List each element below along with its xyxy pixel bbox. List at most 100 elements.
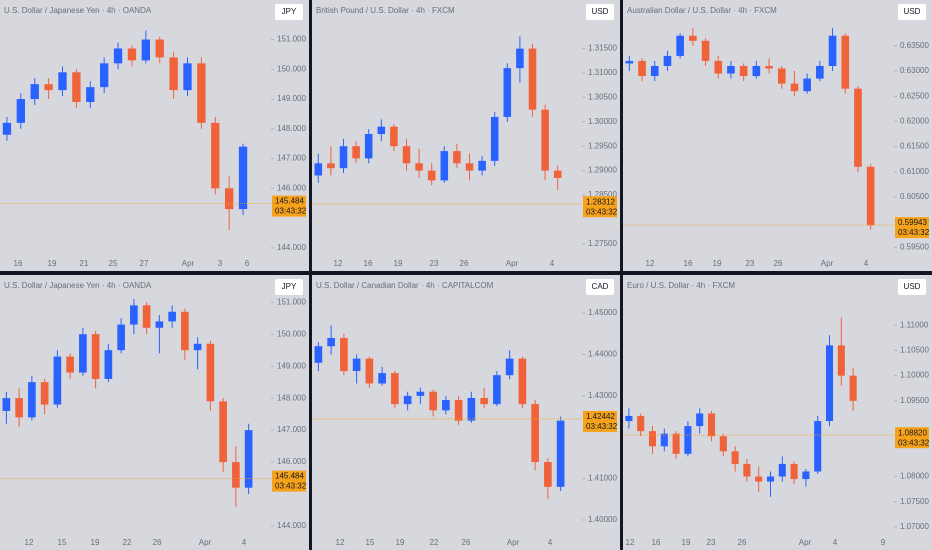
candle-body — [53, 356, 62, 405]
candle-body — [442, 399, 450, 411]
x-tick-label: 19 — [48, 259, 57, 268]
currency-label: JPY — [282, 282, 297, 291]
candle-body — [531, 404, 539, 463]
x-tick-label: Apr — [182, 259, 195, 268]
candle-body — [814, 421, 822, 472]
candle-body — [91, 334, 100, 379]
countdown: 03:43:32 — [275, 482, 307, 491]
candle-body — [854, 88, 862, 167]
candle-body — [790, 463, 798, 480]
y-tick-label: 148.000 — [277, 124, 306, 133]
x-tick-label: 16 — [652, 538, 661, 547]
candle-body — [16, 99, 25, 123]
y-tick-label: 0.59500 — [900, 243, 929, 252]
y-tick-label: 151.000 — [277, 35, 306, 44]
candle-body — [238, 146, 248, 210]
candle-body — [825, 345, 834, 422]
candle-body — [416, 391, 425, 396]
candle-body — [637, 415, 645, 432]
last-price-label: 1.28312 — [586, 197, 615, 206]
y-tick-label: 1.11000 — [900, 320, 929, 329]
x-tick-label: Apr — [821, 259, 834, 268]
x-tick-label: 19 — [682, 538, 691, 547]
y-tick-label: 1.31500 — [588, 44, 617, 53]
candle-body — [841, 35, 850, 89]
candle-body — [650, 65, 659, 77]
candle-body — [427, 170, 436, 181]
x-tick-label: Apr — [506, 259, 519, 268]
candle-body — [364, 134, 373, 159]
countdown: 03:43:32 — [898, 438, 930, 447]
y-tick-label: 1.07000 — [900, 522, 929, 531]
candle-body — [743, 463, 751, 477]
candle-body — [232, 462, 240, 488]
y-tick-label: 146.000 — [277, 457, 306, 466]
x-tick-label: 12 — [646, 259, 655, 268]
candle-body — [465, 163, 474, 171]
candle-body — [503, 68, 512, 117]
candle-body — [727, 65, 735, 74]
x-tick-label: 12 — [25, 538, 34, 547]
candle-body — [490, 116, 499, 161]
countdown: 03:43:32 — [586, 422, 618, 431]
y-tick-label: 1.41000 — [588, 474, 617, 483]
currency-box — [586, 279, 614, 295]
x-tick-label: 25 — [109, 259, 118, 268]
candle-body — [15, 398, 23, 418]
x-tick-label: 19 — [394, 259, 403, 268]
candle-body — [440, 151, 449, 181]
x-tick-label: 26 — [774, 259, 783, 268]
chart-title: U.S. Dollar / Japanese Yen · 4h · OANDA — [4, 281, 152, 290]
chart-title: Australian Dollar / U.S. Dollar · 4h · F… — [627, 6, 777, 15]
candle-body — [676, 35, 684, 56]
x-tick-label: 12 — [334, 259, 343, 268]
panel — [0, 0, 309, 271]
countdown: 03:43:32 — [898, 228, 930, 237]
candle-body — [86, 87, 95, 103]
currency-label: USD — [904, 7, 921, 16]
x-tick-label: 23 — [430, 259, 439, 268]
currency-box — [586, 4, 614, 20]
y-tick-label: 1.30000 — [588, 117, 617, 126]
x-tick-label: 19 — [396, 538, 405, 547]
x-tick-label: 9 — [881, 538, 886, 547]
candle-body — [755, 476, 763, 482]
candle-body — [327, 337, 335, 347]
y-tick-label: 1.09500 — [900, 396, 929, 405]
candle-body — [104, 350, 113, 379]
y-tick-label: 1.29500 — [588, 141, 617, 150]
y-tick-label: 1.30500 — [588, 93, 617, 102]
candle-body — [327, 163, 335, 169]
y-tick-label: 0.61000 — [900, 167, 929, 176]
x-tick-label: 19 — [713, 259, 722, 268]
last-price-box — [895, 427, 929, 449]
candle-body — [168, 311, 176, 322]
y-tick-label: 1.40000 — [588, 515, 617, 524]
candle-body — [752, 65, 761, 77]
candle-body — [193, 343, 202, 351]
x-tick-label: 4 — [833, 538, 838, 547]
y-tick-label: 0.62000 — [900, 117, 929, 126]
candle-body — [518, 358, 527, 405]
candle-body — [314, 163, 323, 176]
candle-body — [828, 35, 837, 66]
y-tick-label: 146.000 — [277, 183, 306, 192]
y-tick-label: 0.62500 — [900, 91, 929, 100]
candle-body — [206, 343, 215, 402]
candle-body — [719, 436, 727, 452]
last-price-label: 0.59943 — [898, 218, 927, 227]
candle-body — [544, 462, 552, 487]
candle-body — [731, 451, 739, 464]
candle-body — [429, 391, 437, 411]
candle-body — [339, 146, 348, 169]
candle-body — [155, 39, 164, 58]
y-tick-label: 1.10000 — [900, 371, 929, 380]
panel — [623, 275, 932, 550]
last-price-box — [272, 470, 306, 492]
candle-body — [480, 397, 488, 405]
y-tick-label: 1.45000 — [588, 308, 617, 317]
chart-title: British Pound / U.S. Dollar · 4h · FXCM — [316, 6, 455, 15]
y-tick-label: 1.07500 — [900, 497, 929, 506]
candle-body — [556, 420, 565, 487]
